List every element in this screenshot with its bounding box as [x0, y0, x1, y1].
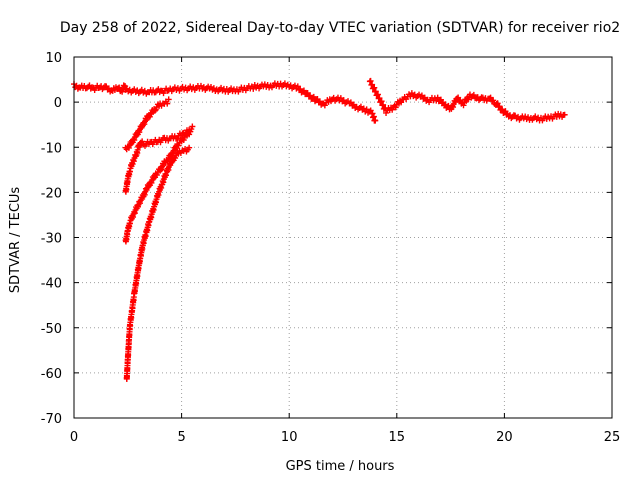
data-point	[152, 106, 159, 113]
data-point	[561, 111, 568, 118]
x-tick-label: 25	[604, 430, 621, 445]
chart-title: Day 258 of 2022, Sidereal Day-to-day VTE…	[60, 20, 620, 36]
data-point	[460, 102, 467, 109]
data-point	[141, 121, 148, 128]
data-point	[372, 117, 379, 124]
y-tick-label: -70	[41, 412, 62, 427]
x-axis-label: GPS time / hours	[286, 459, 395, 474]
data-point	[250, 85, 257, 92]
data-point	[136, 129, 143, 136]
data-point	[187, 128, 194, 135]
data-point	[180, 137, 187, 144]
y-tick-label: -10	[41, 141, 62, 156]
data-point	[300, 87, 307, 94]
data-point	[470, 91, 477, 98]
x-tick-label: 0	[70, 430, 78, 445]
data-point	[158, 166, 165, 173]
data-point	[172, 155, 179, 162]
y-tick-label: -30	[41, 232, 62, 247]
x-tick-label: 15	[389, 430, 406, 445]
y-tick-label: 10	[45, 51, 62, 66]
data-point	[371, 84, 378, 91]
data-point	[131, 137, 138, 144]
data-point	[452, 99, 459, 106]
data-point	[169, 150, 176, 157]
y-tick-label: 0	[54, 96, 62, 111]
data-point	[175, 142, 182, 149]
x-tick-label: 20	[496, 430, 513, 445]
data-point	[186, 131, 193, 138]
data-point	[119, 88, 126, 95]
axis-ticks: 0 5 10 15 20 25 10 0 -10 -20 -30 -40 -50 -60 -70	[41, 51, 621, 445]
data-point	[136, 200, 143, 207]
data-point	[153, 171, 160, 178]
series-2	[122, 96, 172, 153]
data-point	[125, 144, 132, 151]
data-point	[378, 98, 385, 105]
data-point	[374, 91, 381, 98]
series-1	[71, 77, 568, 124]
y-tick-label: -20	[41, 186, 62, 201]
grid-lines	[74, 57, 612, 418]
data-point	[146, 113, 153, 120]
data-point	[376, 95, 383, 102]
data-point	[392, 104, 399, 111]
data-point	[367, 77, 374, 84]
data-point	[380, 101, 387, 108]
data-point	[186, 144, 193, 151]
data-point	[142, 233, 149, 240]
data-points	[71, 77, 568, 382]
data-point	[189, 123, 196, 130]
data-point	[369, 81, 376, 88]
series-3	[122, 123, 196, 195]
data-point	[162, 172, 169, 179]
data-point	[310, 93, 317, 100]
series-4	[122, 128, 194, 245]
y-tick-label: -60	[41, 367, 62, 382]
data-point	[164, 100, 171, 107]
y-axis-label: SDTVAR / TECUs	[8, 187, 23, 294]
data-point	[148, 179, 155, 186]
data-point	[360, 105, 367, 112]
y-tick-label: -50	[41, 322, 62, 337]
x-tick-label: 10	[281, 430, 298, 445]
y-tick-label: -40	[41, 277, 62, 292]
data-point	[165, 96, 172, 103]
data-point	[450, 104, 457, 111]
data-point	[291, 82, 298, 89]
x-tick-label: 5	[177, 430, 185, 445]
data-point	[465, 96, 472, 103]
series-5	[123, 144, 193, 382]
data-point	[139, 138, 146, 145]
data-point	[490, 97, 497, 104]
data-point	[372, 88, 379, 95]
data-point	[309, 94, 316, 101]
data-point	[151, 107, 158, 114]
